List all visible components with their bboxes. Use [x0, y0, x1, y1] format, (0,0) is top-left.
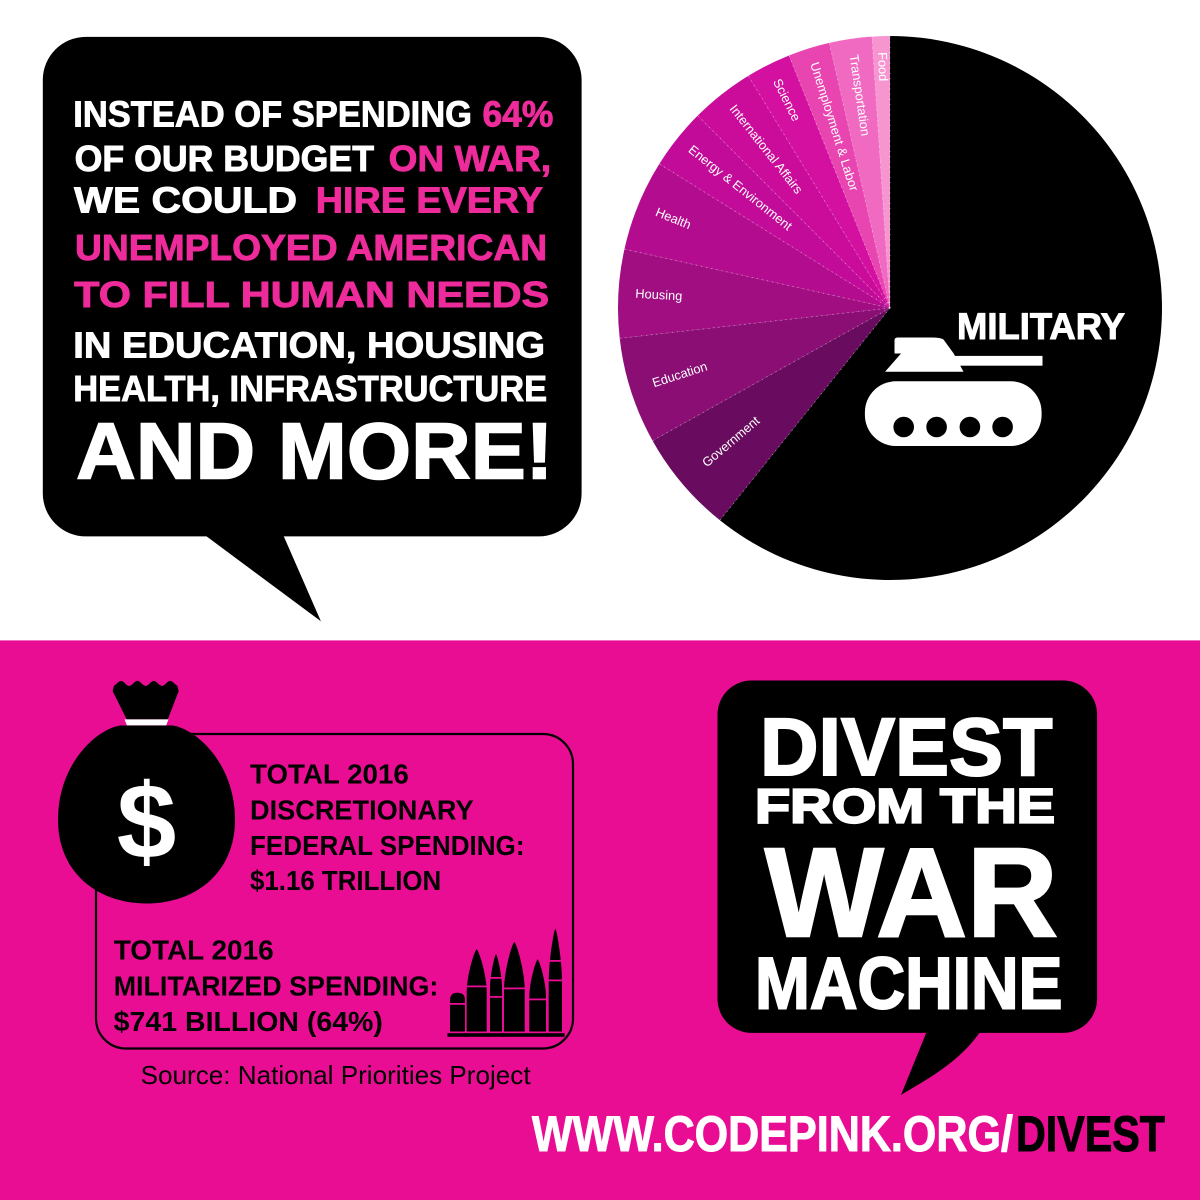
svg-text:DIVEST: DIVEST: [760, 702, 1053, 793]
svg-text:DISCRETIONARY: DISCRETIONARY: [250, 794, 474, 825]
svg-text:MILITARY: MILITARY: [957, 306, 1125, 347]
svg-text:OF OUR BUDGET: OF OUR BUDGET: [75, 138, 374, 179]
svg-text:MACHINE: MACHINE: [755, 944, 1063, 1025]
svg-text:Food: Food: [875, 52, 891, 82]
svg-text:DIVEST: DIVEST: [1016, 1106, 1165, 1162]
svg-text:WWW.CODEPINK.ORG/: WWW.CODEPINK.ORG/: [532, 1106, 1013, 1162]
svg-text:FEDERAL SPENDING:: FEDERAL SPENDING:: [250, 830, 525, 861]
svg-text:TOTAL 2016: TOTAL 2016: [250, 758, 409, 789]
svg-text:UNEMPLOYED AMERICAN: UNEMPLOYED AMERICAN: [75, 227, 547, 268]
svg-text:AND MORE!: AND MORE!: [76, 406, 553, 495]
svg-text:HIRE EVERY: HIRE EVERY: [316, 180, 543, 221]
svg-text:Source: National Priorities Pr: Source: National Priorities Project: [141, 1060, 532, 1090]
svg-text:$: $: [117, 761, 177, 881]
svg-text:ON WAR,: ON WAR,: [389, 138, 552, 179]
svg-text:MILITARIZED SPENDING:: MILITARIZED SPENDING:: [114, 970, 439, 1001]
svg-text:64%: 64%: [483, 94, 554, 135]
svg-text:$1.16 TRILLION: $1.16 TRILLION: [250, 865, 441, 896]
svg-text:WE COULD: WE COULD: [74, 180, 297, 221]
svg-text:TO FILL HUMAN NEEDS: TO FILL HUMAN NEEDS: [74, 274, 549, 315]
svg-text:WAR: WAR: [765, 822, 1058, 963]
svg-text:HEALTH, INFRASTRUCTURE: HEALTH, INFRASTRUCTURE: [73, 368, 547, 409]
svg-text:IN EDUCATION, HOUSING: IN EDUCATION, HOUSING: [73, 325, 545, 366]
svg-text:$741 BILLION (64%): $741 BILLION (64%): [114, 1006, 383, 1037]
svg-text:FROM THE: FROM THE: [755, 781, 1055, 834]
svg-text:TOTAL 2016: TOTAL 2016: [114, 935, 274, 966]
svg-text:INSTEAD OF SPENDING: INSTEAD OF SPENDING: [73, 94, 472, 135]
svg-text:Housing: Housing: [635, 286, 683, 304]
